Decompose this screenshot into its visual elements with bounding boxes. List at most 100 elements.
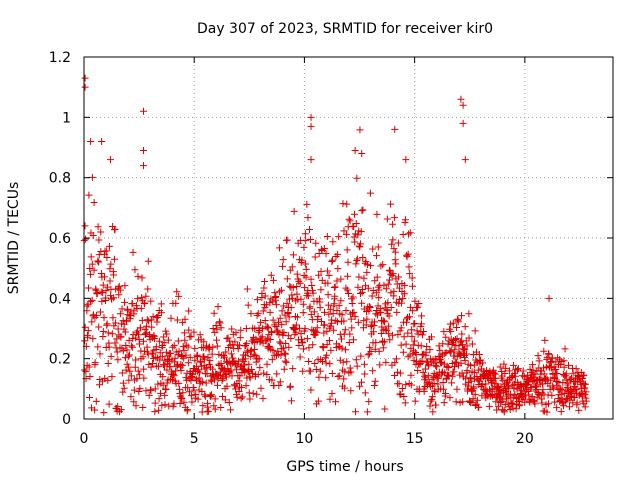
data-point: [390, 287, 398, 295]
y-tick-label: 0.4: [49, 291, 71, 307]
data-point: [114, 356, 122, 364]
data-point: [565, 403, 573, 411]
data-point: [240, 361, 248, 369]
data-point: [140, 107, 148, 115]
data-point: [340, 317, 348, 325]
data-point: [401, 399, 409, 407]
data-point: [433, 374, 441, 382]
data-point: [151, 335, 159, 343]
data-point: [482, 380, 490, 388]
data-point: [245, 360, 253, 368]
data-point: [402, 318, 410, 326]
data-point: [210, 376, 218, 384]
data-point: [151, 399, 159, 407]
data-point: [149, 350, 157, 358]
data-point: [278, 345, 286, 353]
data-point: [305, 344, 313, 352]
data-point: [366, 189, 374, 197]
data-point: [293, 290, 301, 298]
data-point: [243, 285, 251, 293]
data-point: [560, 402, 568, 410]
data-point: [106, 277, 114, 285]
data-point: [213, 336, 221, 344]
data-point: [103, 254, 111, 262]
data-point: [341, 368, 349, 376]
y-tick-label: 0.2: [49, 352, 71, 368]
data-point: [299, 309, 307, 317]
data-point: [139, 337, 147, 345]
data-point: [183, 406, 191, 414]
data-point: [247, 310, 255, 318]
data-point: [385, 330, 393, 338]
data-point: [259, 325, 267, 333]
data-point: [347, 315, 355, 323]
data-point: [392, 260, 400, 268]
data-point: [371, 345, 379, 353]
data-point: [324, 267, 332, 275]
data-point: [363, 268, 371, 276]
data-point: [199, 402, 207, 410]
data-point: [370, 328, 378, 336]
data-point: [163, 379, 171, 387]
data-point: [196, 369, 204, 377]
x-tick-label: 15: [406, 431, 424, 447]
data-point: [173, 288, 181, 296]
data-point: [97, 270, 105, 278]
data-point: [391, 125, 399, 133]
data-point: [349, 336, 357, 344]
data-point: [307, 113, 315, 121]
data-point: [302, 265, 310, 273]
data-point: [399, 230, 407, 238]
data-point: [371, 277, 379, 285]
data-point: [413, 327, 421, 335]
data-point: [441, 349, 449, 357]
data-point: [581, 403, 589, 411]
data-point: [358, 207, 366, 215]
data-point: [364, 284, 372, 292]
data-point: [93, 290, 101, 298]
data-point: [222, 348, 230, 356]
data-point: [374, 283, 382, 291]
data-point: [123, 360, 131, 368]
data-point: [177, 366, 185, 374]
data-point: [158, 401, 166, 409]
data-point: [131, 266, 139, 274]
data-point: [246, 374, 254, 382]
data-point: [361, 389, 369, 397]
data-point: [190, 328, 198, 336]
data-point: [162, 348, 170, 356]
data-point: [553, 404, 561, 412]
data-point: [106, 156, 114, 164]
data-point: [450, 368, 458, 376]
data-point: [388, 240, 396, 248]
data-point: [112, 319, 120, 327]
y-tick-label: 0.6: [49, 231, 71, 247]
data-point: [85, 284, 93, 292]
data-point: [379, 344, 387, 352]
data-point: [381, 318, 389, 326]
data-point: [402, 156, 410, 164]
data-point: [358, 150, 366, 158]
data-point: [206, 391, 214, 399]
data-point: [314, 313, 322, 321]
data-point: [158, 352, 166, 360]
data-point: [406, 270, 414, 278]
data-point: [281, 357, 289, 365]
data-point: [191, 356, 199, 364]
data-point: [213, 342, 221, 350]
y-tick-label: 1: [62, 110, 71, 126]
data-point: [289, 284, 297, 292]
data-point: [274, 347, 282, 355]
data-point: [178, 352, 186, 360]
data-point: [329, 238, 337, 246]
data-point: [177, 360, 185, 368]
data-point: [134, 272, 142, 280]
data-point: [201, 355, 209, 363]
data-point: [335, 302, 343, 310]
data-point: [307, 156, 315, 164]
data-point: [539, 386, 547, 394]
data-point: [455, 342, 463, 350]
data-point: [560, 363, 568, 371]
data-point: [426, 402, 434, 410]
